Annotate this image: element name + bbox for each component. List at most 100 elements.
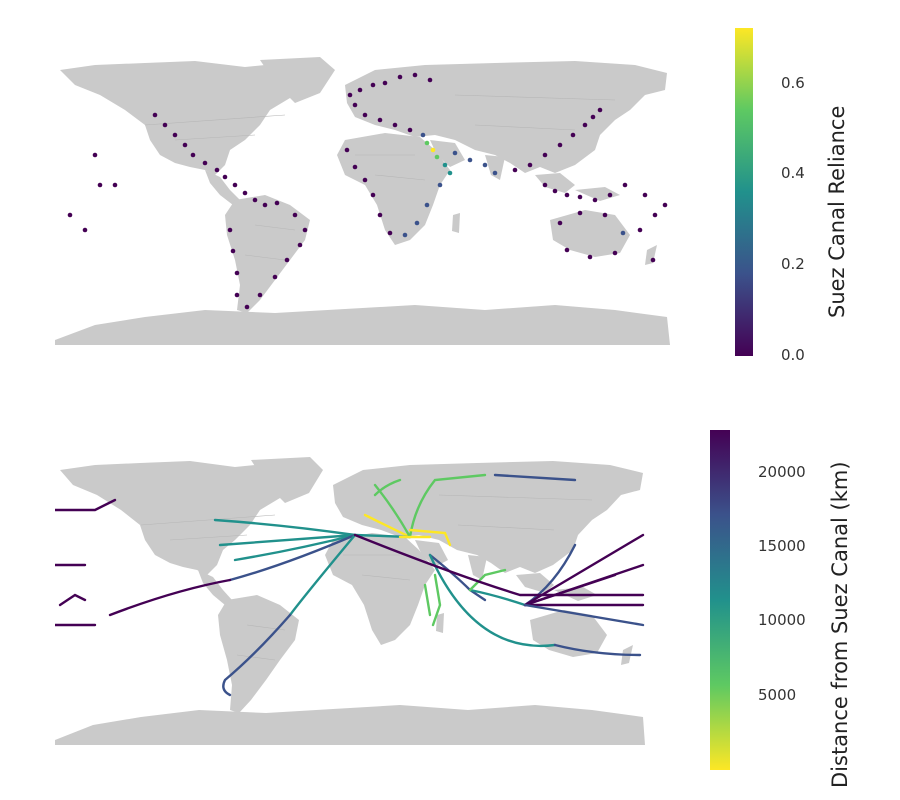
port-marker <box>272 274 278 280</box>
port-marker <box>252 197 258 203</box>
port-marker <box>112 182 118 188</box>
shipping-route <box>523 533 645 607</box>
port-marker <box>424 140 430 146</box>
distance-colorbar-gradient <box>710 430 730 770</box>
reliance-tick-3: 0.6 <box>781 74 805 92</box>
port-marker <box>427 77 433 83</box>
port-marker <box>162 122 168 128</box>
port-marker <box>302 227 308 233</box>
port-marker <box>234 292 240 298</box>
distance-map <box>55 455 645 745</box>
reliance-tick-0: 0.0 <box>781 346 805 364</box>
shipping-route <box>58 593 87 607</box>
port-marker <box>564 192 570 198</box>
port-marker <box>407 127 413 133</box>
port-marker <box>82 227 88 233</box>
port-marker <box>437 182 443 188</box>
port-marker <box>637 227 643 233</box>
port-marker <box>214 167 220 173</box>
shipping-route <box>468 588 527 607</box>
world-landmass <box>55 457 645 745</box>
port-marker <box>344 147 350 153</box>
port-marker <box>542 152 548 158</box>
port-marker <box>442 162 448 168</box>
port-marker <box>557 220 563 226</box>
distance-legend-title: Distance from Suez Canal (km) <box>828 461 852 788</box>
port-marker <box>612 250 618 256</box>
port-marker <box>587 254 593 260</box>
shipping-route <box>468 568 507 592</box>
port-marker <box>582 122 588 128</box>
port-marker <box>552 188 558 194</box>
port-marker <box>620 230 626 236</box>
shipping-route <box>222 613 292 697</box>
port-marker <box>650 257 656 263</box>
port-marker <box>262 202 268 208</box>
port-marker <box>377 117 383 123</box>
shipping-route <box>233 533 357 562</box>
distance-tick-5000: 5000 <box>758 686 797 704</box>
port-markers <box>67 72 668 310</box>
port-marker <box>67 212 73 218</box>
reliance-colorbar-gradient <box>735 28 753 356</box>
port-marker <box>590 114 596 120</box>
port-marker <box>370 192 376 198</box>
country-borders <box>144 94 616 261</box>
port-marker <box>512 167 518 173</box>
port-marker <box>412 72 418 78</box>
port-marker <box>414 220 420 226</box>
shipping-routes <box>55 473 645 697</box>
shipping-route <box>523 603 645 627</box>
port-marker <box>222 174 228 180</box>
port-marker <box>292 212 298 218</box>
port-marker <box>592 197 598 203</box>
port-marker <box>377 212 383 218</box>
shipping-route <box>218 533 357 547</box>
shipping-route <box>408 528 452 547</box>
port-marker <box>387 230 393 236</box>
port-marker <box>227 227 233 233</box>
port-marker <box>662 202 668 208</box>
port-marker <box>467 157 473 163</box>
port-marker <box>602 212 608 218</box>
port-marker <box>284 257 290 263</box>
reliance-map-svg <box>55 57 670 345</box>
port-marker <box>577 210 583 216</box>
port-marker <box>352 102 358 108</box>
reliance-map <box>55 55 670 345</box>
port-marker <box>452 150 458 156</box>
distance-colorbar: 5000 10000 15000 20000 Distance from Sue… <box>710 430 895 790</box>
distance-tick-20000: 20000 <box>758 463 806 481</box>
shipping-route <box>55 498 117 512</box>
reliance-tick-1: 0.2 <box>781 255 805 273</box>
port-marker <box>97 182 103 188</box>
reliance-tick-2: 0.4 <box>781 164 805 182</box>
shipping-route <box>213 518 357 537</box>
reliance-legend-title: Suez Canal Reliance <box>825 105 849 318</box>
port-marker <box>557 142 563 148</box>
port-marker <box>577 194 583 200</box>
port-marker <box>234 270 240 276</box>
port-marker <box>424 202 430 208</box>
port-marker <box>172 132 178 138</box>
port-marker <box>242 190 248 196</box>
port-marker <box>420 132 426 138</box>
shipping-route <box>431 573 442 627</box>
shipping-route <box>553 643 642 657</box>
port-marker <box>392 122 398 128</box>
port-marker <box>152 112 158 118</box>
port-marker <box>230 248 236 254</box>
shipping-route <box>493 473 577 482</box>
port-marker <box>232 182 238 188</box>
port-marker <box>397 74 403 80</box>
port-marker <box>527 162 533 168</box>
port-marker <box>564 247 570 253</box>
port-marker <box>597 107 603 113</box>
port-marker <box>297 242 303 248</box>
port-marker <box>447 170 453 176</box>
port-marker <box>607 192 613 198</box>
country-borders <box>140 494 593 661</box>
distance-tick-10000: 10000 <box>758 611 806 629</box>
port-marker <box>274 200 280 206</box>
port-marker <box>352 164 358 170</box>
